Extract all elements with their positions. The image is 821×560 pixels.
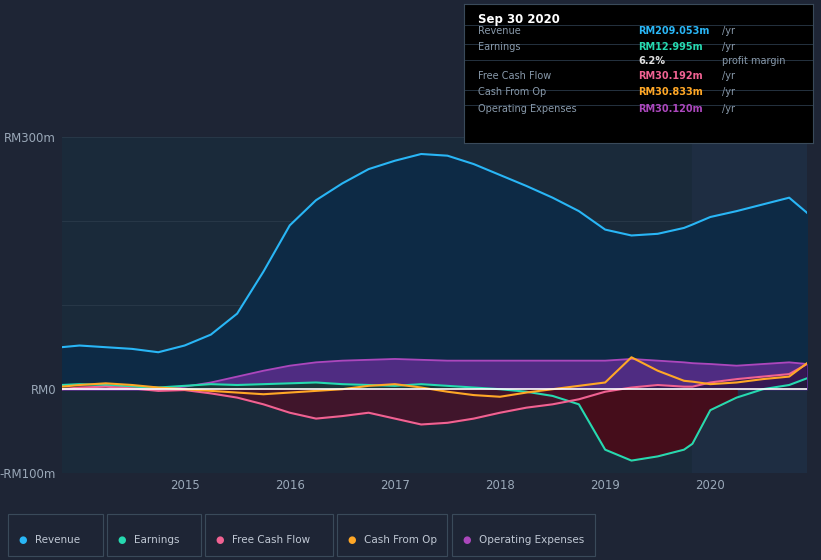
Text: RM12.995m: RM12.995m: [639, 41, 703, 52]
Text: RM30.192m: RM30.192m: [639, 72, 703, 81]
Text: /yr: /yr: [722, 104, 735, 114]
Text: ●: ●: [347, 535, 355, 545]
Text: ●: ●: [462, 535, 470, 545]
Text: /yr: /yr: [722, 41, 735, 52]
Text: ●: ●: [216, 535, 224, 545]
Text: Revenue: Revenue: [478, 26, 521, 36]
Text: RM30.120m: RM30.120m: [639, 104, 703, 114]
Text: /yr: /yr: [722, 72, 735, 81]
Text: Earnings: Earnings: [478, 41, 521, 52]
Text: RM30.833m: RM30.833m: [639, 87, 703, 97]
Text: Operating Expenses: Operating Expenses: [479, 535, 584, 545]
Text: /yr: /yr: [722, 87, 735, 97]
Text: profit margin: profit margin: [722, 56, 786, 66]
Text: ●: ●: [19, 535, 27, 545]
Text: /yr: /yr: [722, 26, 735, 36]
Text: Cash From Op: Cash From Op: [478, 87, 546, 97]
Text: Sep 30 2020: Sep 30 2020: [478, 13, 560, 26]
Text: Free Cash Flow: Free Cash Flow: [478, 72, 551, 81]
Text: 6.2%: 6.2%: [639, 56, 665, 66]
Text: Cash From Op: Cash From Op: [364, 535, 437, 545]
Text: RM209.053m: RM209.053m: [639, 26, 709, 36]
Text: Operating Expenses: Operating Expenses: [478, 104, 576, 114]
Text: ●: ●: [117, 535, 126, 545]
Text: Earnings: Earnings: [134, 535, 179, 545]
Bar: [692, 137, 807, 473]
Text: Free Cash Flow: Free Cash Flow: [232, 535, 310, 545]
Text: Revenue: Revenue: [35, 535, 80, 545]
